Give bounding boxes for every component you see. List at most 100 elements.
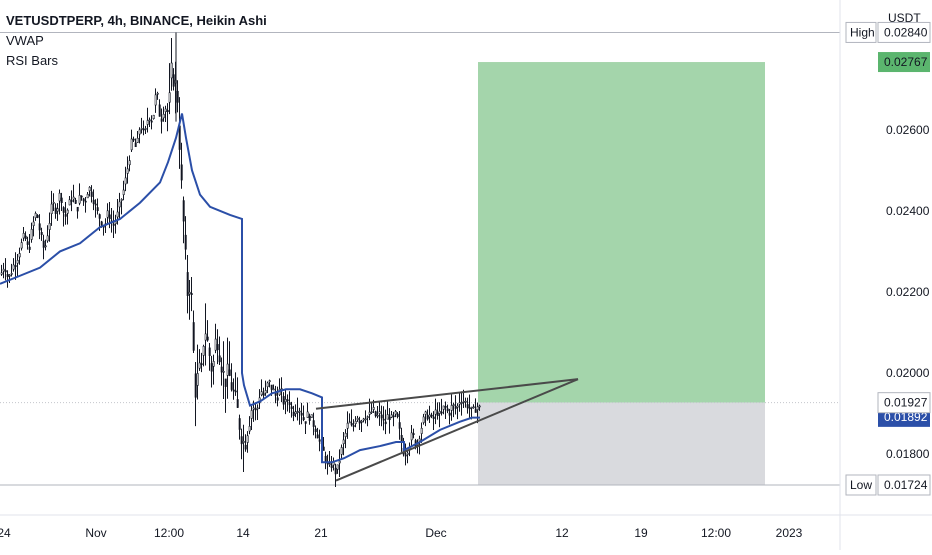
candle-body [330,465,333,468]
candle-body [196,373,199,386]
candle-body [228,369,231,376]
candle-body [70,200,73,202]
candle [52,193,55,212]
candle-body [430,414,433,417]
candle-body [366,416,369,418]
candle-body [406,452,409,455]
candle-body [10,273,13,275]
candle-body [272,388,275,391]
candle-body [142,128,145,131]
candle-body [0,272,3,275]
candle [268,379,271,388]
candle [80,195,83,201]
candle-body [306,411,309,418]
wedge-upper-line [315,378,579,410]
candle [292,405,295,422]
candle-body [382,418,385,421]
candle [272,384,275,391]
candle [238,414,241,440]
candle [334,463,337,488]
candle [352,419,355,432]
candle-body [224,378,227,387]
candle [300,402,303,425]
candle-body [426,415,429,420]
candle [244,434,247,452]
candle-body [162,113,165,119]
candle [250,406,253,430]
target-price-tag-value-box [878,52,930,73]
candle-body [452,404,455,406]
candle-body [324,455,327,463]
indicator-vwap[interactable]: VWAP [6,33,44,48]
candle-body [56,208,59,212]
candle [458,392,461,412]
candle [426,409,429,421]
candle-body [464,400,467,403]
candle [452,402,455,418]
candle [204,303,207,366]
chart-legend: VETUSDTPERP, 4h, BINANCE, Heikin Ashi VW… [6,11,267,71]
candle [144,125,147,134]
candle [168,63,171,115]
candle [466,397,469,414]
candle [308,413,311,425]
symbol-title[interactable]: VETUSDTPERP, 4h, BINANCE, Heikin Ashi [6,13,267,28]
candle-body [6,273,9,277]
candle [16,254,19,277]
x-tick-label: 24 [0,526,11,540]
candle [478,404,481,411]
candle [284,389,287,415]
high-price-tag-value: 0.02840 [884,25,928,39]
candle-body [376,414,379,417]
candle [412,428,415,439]
candle-body [166,110,169,112]
candle-body [318,439,321,442]
target-price-tag-value: 0.02767 [884,55,928,69]
candle [158,99,161,117]
candle [340,444,343,460]
candle [172,68,175,91]
candle-body [256,407,259,410]
candle-body [468,407,471,410]
candle [102,225,105,236]
candle-body [4,270,7,273]
candle-body [72,196,75,200]
current-price-tag-value: 0.01927 [884,396,928,410]
candle-body [30,228,33,240]
candle [24,231,27,241]
candle-body [462,401,465,403]
candle [202,344,205,367]
candle [40,227,43,241]
candle [84,196,87,213]
candle-body [270,384,273,390]
candle-body [300,412,303,416]
candle [424,410,427,427]
candle-body [328,463,331,465]
candle-body [342,439,345,445]
candle-body [206,336,209,341]
candle [188,280,191,320]
candle [346,411,349,439]
candle [216,329,219,365]
candle-body [16,260,19,264]
candle [306,402,309,418]
candle [404,443,407,466]
candle [442,405,445,415]
candle [446,404,449,414]
candle-body [148,119,151,122]
candle-body [392,415,395,418]
candle-body [180,164,183,181]
candle [0,264,3,276]
candle-body [78,195,81,204]
candle-body [14,265,17,267]
candle [406,450,409,464]
candle-body [244,444,247,450]
candle [36,214,39,219]
candle-body [298,410,301,413]
candle-body [212,361,215,367]
candle [210,355,213,388]
candle-body [242,440,245,443]
indicator-rsi-bars[interactable]: RSI Bars [6,53,59,68]
candle [246,431,249,453]
